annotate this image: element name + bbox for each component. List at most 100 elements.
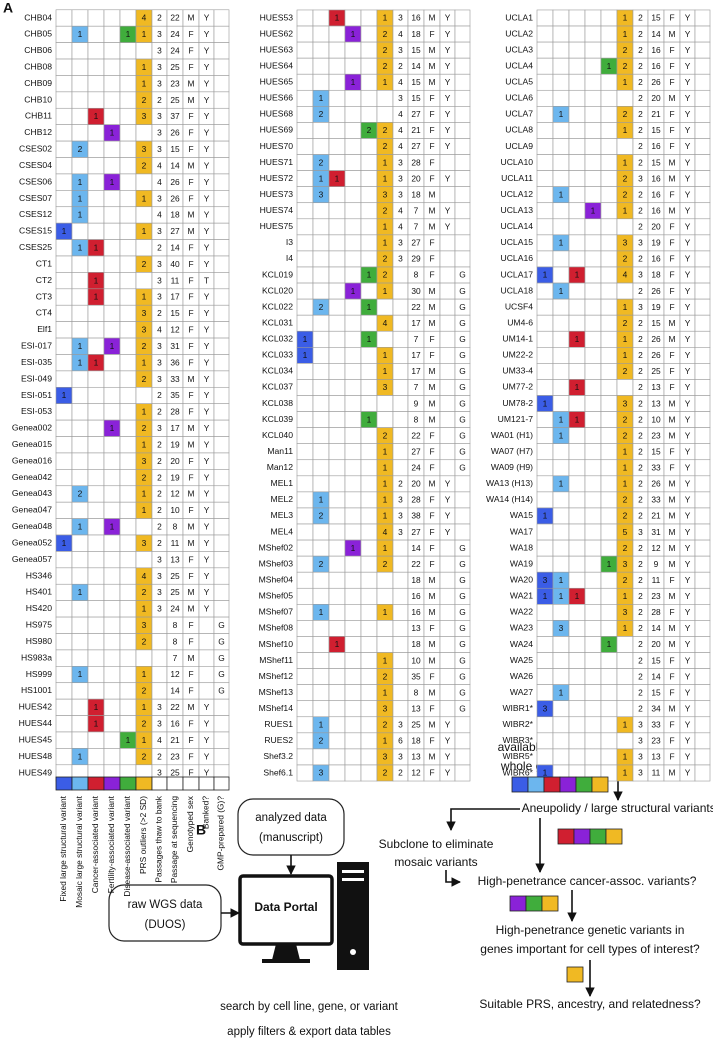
cell-value: 3 xyxy=(157,571,162,581)
cell-value: F xyxy=(429,93,434,103)
cell-value: 4 xyxy=(157,735,162,745)
cell xyxy=(296,138,314,155)
cell-value: 3 xyxy=(383,703,388,713)
cell xyxy=(536,379,554,396)
cell-value: Y xyxy=(445,768,451,778)
cell xyxy=(344,186,362,204)
cell-value: F xyxy=(429,350,434,360)
cell-line-name: WA15 xyxy=(510,510,533,520)
cell-value: Y xyxy=(685,736,691,746)
cell xyxy=(694,652,711,669)
cell-value: 1 xyxy=(367,334,372,344)
cell xyxy=(198,633,215,651)
cell-value: Y xyxy=(204,259,210,269)
cell xyxy=(71,255,89,273)
cell xyxy=(344,491,362,509)
cell xyxy=(392,636,409,653)
cell xyxy=(616,700,634,718)
cell xyxy=(296,748,314,766)
cell xyxy=(119,140,137,158)
cell xyxy=(568,138,586,155)
cell-value: F xyxy=(188,111,193,121)
cell xyxy=(87,173,105,191)
cell-value: 19 xyxy=(651,302,661,312)
cell xyxy=(71,124,89,142)
cell-line-name: CHB08 xyxy=(24,62,52,72)
cell xyxy=(328,459,346,477)
cell-value: 3 xyxy=(559,623,564,633)
cell xyxy=(344,604,362,621)
cell-value: 1 xyxy=(383,366,388,376)
cell-value: F xyxy=(429,703,434,713)
cell-value: F xyxy=(188,275,193,285)
cell xyxy=(584,523,602,541)
cell xyxy=(151,649,168,667)
cell-value: Y xyxy=(204,751,210,761)
cell-value: Y xyxy=(204,390,210,400)
cell-value: 1 xyxy=(383,607,388,617)
cell xyxy=(439,587,456,605)
cell-value: 13 xyxy=(651,398,661,408)
cell xyxy=(360,668,378,685)
cell-value: Y xyxy=(204,489,210,499)
cell xyxy=(344,427,362,444)
cell-value: Y xyxy=(685,366,691,376)
flow-step: genes important for cell types of intere… xyxy=(480,942,700,956)
cell xyxy=(344,9,362,27)
cell-value: 2 xyxy=(142,587,147,597)
cell-line-name: KCL020 xyxy=(262,285,293,295)
cell-value: F xyxy=(188,669,193,679)
cell xyxy=(87,140,105,158)
cell-value: 3 xyxy=(638,768,643,778)
cell-value: F xyxy=(669,350,674,360)
cell-value: F xyxy=(669,125,674,135)
cell xyxy=(600,202,618,220)
cell xyxy=(71,272,89,290)
cell xyxy=(552,170,570,187)
cell xyxy=(103,42,121,60)
cell-value: 1 xyxy=(78,193,83,203)
cell xyxy=(439,684,456,702)
cell-value: M xyxy=(188,702,195,712)
cell-value: F xyxy=(669,45,674,55)
cell-value: Y xyxy=(685,382,691,392)
cell xyxy=(328,363,346,380)
cell-value: Y xyxy=(685,141,691,151)
cell-value: 2 xyxy=(638,366,643,376)
cell-line-name: UM121-7 xyxy=(498,414,534,424)
cell-value: 35 xyxy=(170,390,180,400)
cell xyxy=(103,748,121,766)
cell xyxy=(119,91,137,109)
cell-line-name: UCLA9 xyxy=(505,141,533,151)
cell-value: 1 xyxy=(62,538,67,548)
cell-line-name: UCLA10 xyxy=(501,157,534,167)
cell-value: 2 xyxy=(383,29,388,39)
cell-line-name: Elf1 xyxy=(37,324,52,334)
cell xyxy=(87,58,105,76)
cell xyxy=(694,363,711,380)
cell-value: 1 xyxy=(623,77,628,87)
cell-value: F xyxy=(188,308,193,318)
cell-value: Y xyxy=(445,736,451,746)
cell-value: 3 xyxy=(638,302,643,312)
cell-value: F xyxy=(188,620,193,630)
cell-line-name: UCLA6 xyxy=(505,93,533,103)
cell-line-name: MShef10 xyxy=(259,639,294,649)
cell-value: 3 xyxy=(157,62,162,72)
cell-value: F xyxy=(188,390,193,400)
cell xyxy=(568,555,586,573)
cell-value: 8 xyxy=(173,522,178,532)
cell xyxy=(536,443,554,461)
cell-value: 13 xyxy=(411,703,421,713)
cell xyxy=(296,25,314,43)
cell xyxy=(568,571,586,589)
cell-value: 2 xyxy=(638,446,643,456)
cell xyxy=(568,459,586,477)
cell xyxy=(328,620,346,637)
cell xyxy=(552,347,570,364)
cell xyxy=(392,330,409,348)
cell xyxy=(584,347,602,364)
cell xyxy=(71,698,89,716)
cell xyxy=(454,475,471,493)
cell-line-name: KCL031 xyxy=(262,317,293,327)
